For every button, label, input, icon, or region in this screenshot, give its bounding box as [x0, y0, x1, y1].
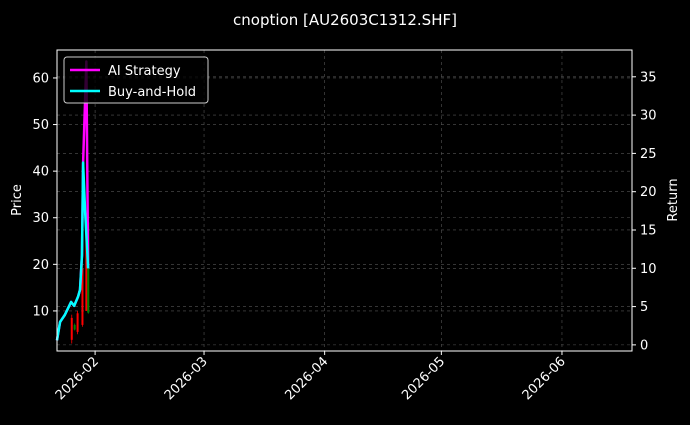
- plot-frame: [56, 49, 633, 352]
- legend: AI Strategy Buy-and-Hold: [63, 56, 209, 104]
- candle-body: [85, 217, 88, 311]
- x-tick-label: 2026-03: [162, 354, 211, 403]
- x-tick-label: 2026-05: [399, 354, 448, 403]
- candle-body: [81, 268, 84, 325]
- y-tick-label: 60: [32, 71, 49, 86]
- x-tick-label: 2026-06: [520, 354, 569, 403]
- y-axis-label: Price: [10, 184, 25, 216]
- y2-tick-label: 25: [640, 147, 657, 162]
- y2-tick-label: 0: [640, 338, 648, 353]
- y2-tick-label: 35: [640, 70, 657, 85]
- y2-tick-label: 10: [640, 262, 657, 277]
- y-tick-label: 20: [32, 258, 49, 273]
- series-lines: [55, 60, 90, 341]
- y2-tick-label: 5: [640, 300, 648, 315]
- x-tick-label: 2026-02: [53, 354, 102, 403]
- y2-axis-label: Return: [666, 178, 681, 221]
- candle-body: [76, 313, 79, 332]
- x-tick-label: 2026-04: [282, 354, 331, 403]
- candle-body: [70, 317, 73, 340]
- y-tick-label: 50: [32, 118, 49, 133]
- legend-label-ai-strategy: AI Strategy: [108, 64, 181, 79]
- chart-title: cnoption [AU2603C1312.SHF]: [233, 11, 457, 29]
- series-line-buy-and-hold: [55, 161, 90, 341]
- ticks: 2026-02 2026-03 2026-04 2026-05 2026-06 10 20 3…: [32, 70, 656, 403]
- y-tick-label: 30: [32, 211, 49, 226]
- y-tick-label: 10: [32, 304, 49, 319]
- candle-body: [73, 324, 76, 330]
- y2-tick-label: 20: [640, 185, 657, 200]
- y2-tick-label: 15: [640, 223, 657, 238]
- y2-tick-label: 30: [640, 109, 657, 124]
- y-tick-label: 40: [32, 165, 49, 180]
- legend-label-buy-and-hold: Buy-and-Hold: [108, 85, 196, 100]
